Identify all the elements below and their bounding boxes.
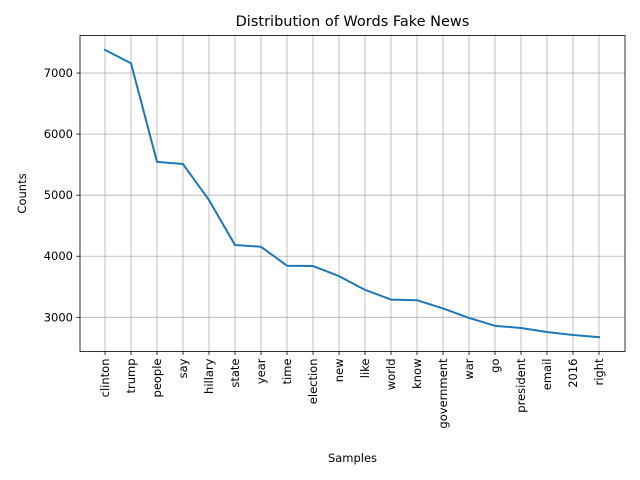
x-tick-label: election: [306, 359, 320, 405]
y-tick-label: 3000: [44, 310, 73, 324]
x-tick-label: year: [254, 358, 268, 384]
series-layer: [103, 48, 601, 339]
x-tick-label: 2016: [566, 359, 580, 388]
data-point: [572, 334, 574, 336]
x-tick-label: hillary: [202, 358, 216, 394]
data-point: [260, 246, 262, 248]
data-point: [130, 62, 132, 64]
data-point: [234, 244, 236, 246]
data-point: [416, 299, 418, 301]
data-point: [338, 275, 340, 277]
axis-ticks: clinton trump people say hillary state year tim…: [44, 66, 606, 429]
series-line: [103, 48, 601, 339]
data-point: [520, 327, 522, 329]
data-point: [208, 199, 210, 201]
y-tick-label: 7000: [44, 66, 73, 80]
y-tick-label: 6000: [44, 127, 73, 141]
data-point: [286, 265, 288, 267]
x-tick-label: government: [436, 358, 450, 429]
data-point: [468, 317, 470, 319]
data-point: [494, 325, 496, 327]
x-tick-label: email: [540, 359, 554, 391]
x-tick-label: state: [228, 359, 242, 388]
x-tick-label: war: [462, 358, 476, 379]
x-tick-label: new: [332, 359, 346, 383]
data-point: [546, 331, 548, 333]
chart-title: Distribution of Words Fake News: [236, 14, 470, 30]
grid: [80, 35, 625, 352]
x-tick-label: know: [410, 359, 424, 389]
y-tick-label: 5000: [44, 188, 73, 202]
y-axis-label: Counts: [15, 173, 29, 213]
data-point: [390, 299, 392, 301]
data-point: [364, 289, 366, 291]
x-tick-label: go: [488, 359, 502, 373]
x-tick-label: say: [176, 358, 190, 378]
x-tick-label: right: [592, 358, 606, 386]
x-tick-label: people: [150, 359, 164, 398]
x-tick-label: clinton: [98, 359, 112, 398]
data-point: [312, 265, 314, 267]
x-tick-label: trump: [124, 359, 138, 394]
x-tick-label: president: [514, 358, 528, 413]
data-point: [182, 163, 184, 165]
x-tick-label: time: [280, 359, 294, 385]
x-tick-label: world: [384, 359, 398, 391]
data-point: [156, 161, 158, 163]
x-tick-label: like: [358, 359, 372, 379]
data-point: [442, 307, 444, 309]
plot-frame: [79, 35, 626, 352]
data-point: [104, 49, 106, 51]
x-axis-label: Samples: [328, 451, 377, 465]
y-tick-label: 4000: [44, 249, 73, 263]
data-point: [598, 336, 600, 338]
